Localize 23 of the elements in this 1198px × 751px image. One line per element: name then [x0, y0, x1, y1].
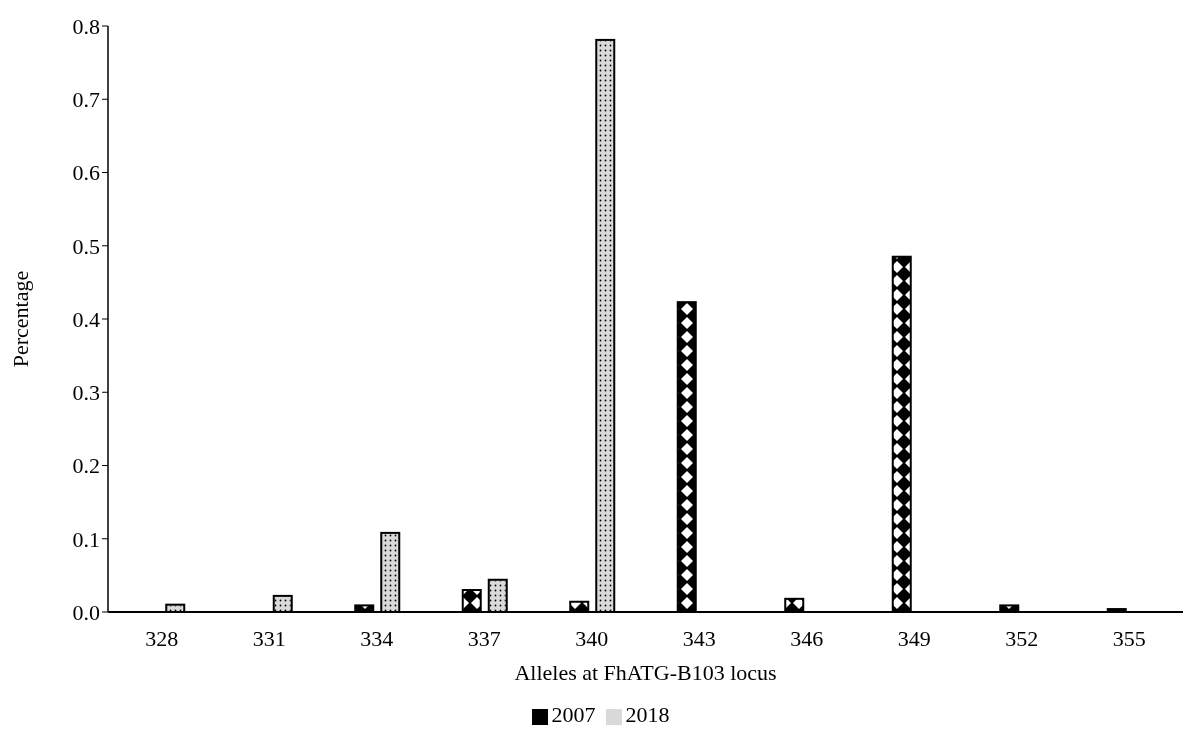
x-tick-label: 340	[575, 625, 609, 651]
y-tick-label: 0.3	[72, 380, 100, 406]
y-tick-label: 0.8	[72, 13, 100, 39]
x-tick-label: 328	[145, 625, 179, 651]
y-axis-title: Percentage	[7, 270, 33, 368]
x-tick-label: 343	[682, 625, 716, 651]
legend-label: 2007	[551, 702, 596, 727]
y-tick-label: 0.2	[72, 453, 100, 479]
x-tick-label: 337	[467, 625, 501, 651]
y-tick-label: 0.0	[72, 599, 100, 625]
x-axis-title: Alleles at FhATG-B103 locus	[514, 659, 777, 685]
x-tick-label: 352	[1005, 625, 1039, 651]
x-tick-label: 349	[897, 625, 931, 651]
y-tick-label: 0.6	[72, 160, 100, 186]
y-tick-label: 0.1	[72, 526, 100, 552]
y-tick-label: 0.7	[72, 87, 100, 113]
legend-label: 2018	[625, 702, 670, 727]
x-tick-label: 334	[360, 625, 394, 651]
x-tick-label: 346	[790, 625, 824, 651]
y-tick-label: 0.5	[72, 233, 100, 259]
x-tick-label: 355	[1112, 625, 1146, 651]
x-tick-label: 331	[252, 625, 286, 651]
y-tick-label: 0.4	[72, 306, 100, 332]
